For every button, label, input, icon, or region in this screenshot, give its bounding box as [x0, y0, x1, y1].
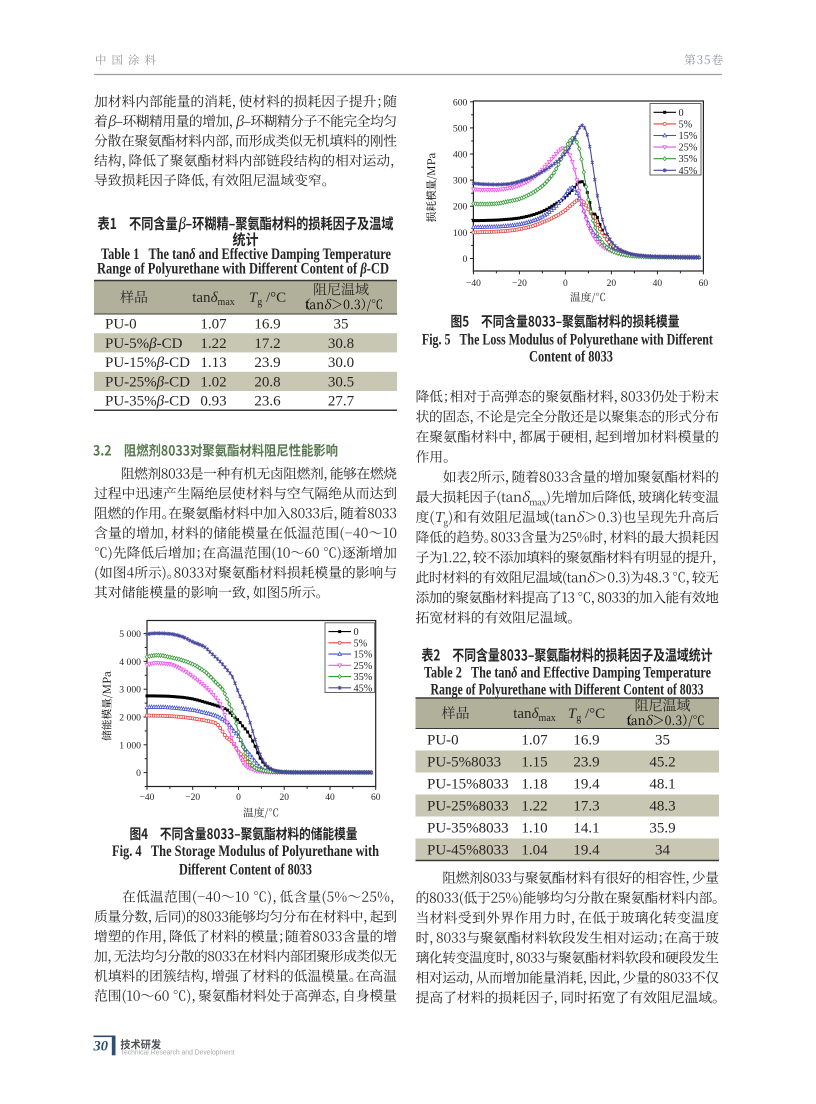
svg-text:35: 35 [655, 733, 670, 749]
svg-text:45%: 45% [679, 166, 698, 177]
svg-text:19.4: 19.4 [573, 843, 600, 859]
svg-text:PU-35%8033: PU-35%8033 [427, 821, 509, 837]
svg-text:Tg /°C: Tg /°C [249, 290, 286, 308]
svg-text:Table 2 The tanδ and Effecti: Table 2 The tanδ and Effective Damping T… [424, 665, 711, 682]
svg-text:48.3: 48.3 [649, 799, 675, 815]
svg-text:2 000: 2 000 [119, 713, 141, 724]
svg-text:45%: 45% [354, 683, 373, 694]
svg-text:PU-35%β-CD: PU-35%β-CD [105, 394, 190, 410]
svg-text:1.07: 1.07 [521, 733, 548, 749]
svg-text:Range of Polyurethane with Dif: Range of Polyurethane with Different Con… [431, 681, 704, 698]
svg-text:1.02: 1.02 [200, 374, 226, 390]
svg-text:23.6: 23.6 [254, 394, 281, 410]
svg-text:30.0: 30.0 [328, 355, 354, 371]
svg-text:45.2: 45.2 [649, 755, 675, 771]
svg-text:20: 20 [607, 279, 617, 289]
svg-text:−40: −40 [140, 793, 155, 803]
svg-text:1.13: 1.13 [200, 355, 226, 371]
svg-text:20: 20 [279, 793, 289, 803]
svg-text:Fig. 4 The Storage Modulus o: Fig. 4 The Storage Modulus of Polyuretha… [112, 843, 379, 860]
svg-text:27.7: 27.7 [328, 394, 355, 410]
svg-text:48.1: 48.1 [649, 777, 675, 793]
svg-text:500: 500 [453, 123, 468, 134]
svg-text:4 000: 4 000 [119, 657, 141, 668]
svg-text:0: 0 [679, 108, 684, 119]
svg-text:PU-5%8033: PU-5%8033 [427, 755, 501, 771]
svg-text:15%: 15% [354, 650, 373, 661]
svg-text:19.4: 19.4 [573, 777, 600, 793]
svg-text:300: 300 [453, 176, 468, 187]
svg-text:0: 0 [463, 254, 468, 265]
svg-text:1.22: 1.22 [521, 799, 547, 815]
svg-text:0: 0 [236, 793, 241, 803]
svg-text:1 000: 1 000 [119, 740, 141, 751]
svg-text:15%: 15% [679, 131, 698, 142]
svg-text:16.9: 16.9 [573, 733, 599, 749]
svg-text:Table 1 The tanδ and Effecti: Table 1 The tanδ and Effective Damping T… [101, 246, 391, 263]
svg-text:3 000: 3 000 [119, 685, 141, 696]
svg-text:PU-15%8033: PU-15%8033 [427, 777, 509, 793]
svg-text:40: 40 [325, 793, 335, 803]
svg-text:17.3: 17.3 [573, 799, 599, 815]
svg-text:PU-5%β-CD: PU-5%β-CD [105, 336, 183, 352]
svg-text:Different Content of 8033: Different Content of 8033 [179, 862, 312, 879]
svg-text:−20: −20 [512, 279, 527, 289]
svg-text:34: 34 [655, 843, 671, 859]
svg-text:600: 600 [453, 97, 468, 108]
svg-text:17.2: 17.2 [254, 336, 280, 352]
svg-text:5%: 5% [354, 638, 368, 649]
svg-text:20.8: 20.8 [254, 374, 280, 390]
svg-text:PU-0: PU-0 [105, 317, 137, 333]
svg-text:35%: 35% [354, 672, 373, 683]
svg-text:PU-45%8033: PU-45%8033 [427, 843, 509, 859]
svg-text:16.9: 16.9 [254, 317, 280, 333]
svg-text:1.15: 1.15 [521, 755, 547, 771]
svg-text:Range of Polyurethane with Dif: Range of Polyurethane with Different Con… [97, 261, 389, 278]
svg-text:35: 35 [334, 317, 349, 333]
svg-text:1.10: 1.10 [521, 821, 547, 837]
svg-text:PU-25%8033: PU-25%8033 [427, 799, 509, 815]
svg-text:1.18: 1.18 [521, 777, 547, 793]
svg-text:Tg /°C: Tg /°C [568, 706, 605, 724]
svg-text:30.8: 30.8 [328, 336, 354, 352]
svg-text:40: 40 [653, 279, 663, 289]
svg-text:PU-0: PU-0 [427, 733, 459, 749]
svg-text:0: 0 [354, 627, 359, 638]
svg-text:1.04: 1.04 [521, 843, 548, 859]
svg-text:25%: 25% [679, 143, 698, 154]
svg-text:35%: 35% [679, 154, 698, 165]
svg-text:200: 200 [453, 202, 468, 213]
svg-text:23.9: 23.9 [573, 755, 599, 771]
svg-text:−40: −40 [466, 279, 481, 289]
svg-text:5 000: 5 000 [119, 629, 141, 640]
svg-text:0.93: 0.93 [200, 394, 226, 410]
svg-text:Content of 8033: Content of 8033 [529, 349, 613, 366]
svg-text:25%: 25% [354, 661, 373, 672]
svg-text:400: 400 [453, 150, 468, 161]
svg-text:23.9: 23.9 [254, 355, 280, 371]
svg-text:100: 100 [453, 228, 468, 239]
svg-text:30.5: 30.5 [328, 374, 354, 390]
svg-text:PU-25%β-CD: PU-25%β-CD [105, 374, 190, 390]
svg-text:Fig. 5 The Loss Modulus of P: Fig. 5 The Loss Modulus of Polyurethane … [422, 332, 714, 349]
svg-text:60: 60 [371, 793, 381, 803]
svg-text:−20: −20 [185, 793, 200, 803]
svg-text:14.1: 14.1 [573, 821, 599, 837]
svg-text:5%: 5% [679, 119, 693, 130]
svg-text:60: 60 [699, 279, 709, 289]
svg-text:PU-15%β-CD: PU-15%β-CD [105, 355, 190, 371]
svg-text:0: 0 [136, 768, 141, 779]
svg-text:30: 30 [93, 1038, 109, 1054]
svg-text:1.22: 1.22 [200, 336, 226, 352]
svg-text:1.07: 1.07 [200, 317, 227, 333]
svg-text:35.9: 35.9 [649, 821, 675, 837]
svg-text:Technical Research and Develop: Technical Research and Development [121, 1048, 235, 1057]
svg-text:0: 0 [563, 279, 568, 289]
